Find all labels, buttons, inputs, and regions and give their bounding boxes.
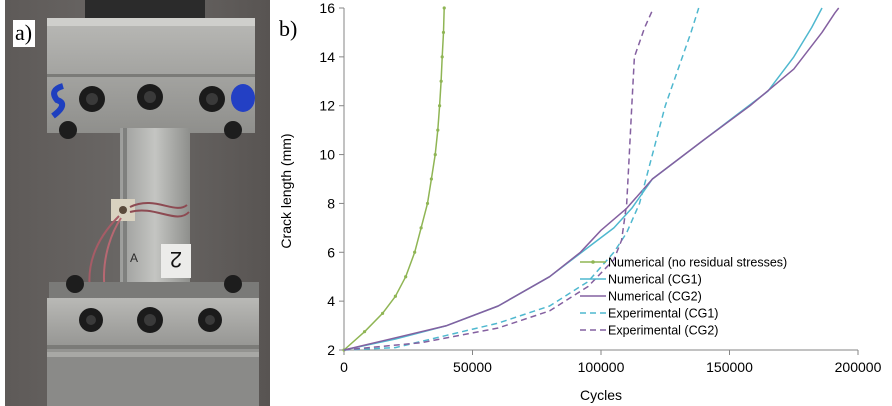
chart-series xyxy=(342,6,840,352)
data-point xyxy=(442,6,446,10)
data-point xyxy=(413,250,417,254)
y-tick-label: 6 xyxy=(327,244,335,260)
data-point xyxy=(436,128,440,132)
specimen-photo: 2 A a) xyxy=(5,0,270,406)
legend-label: Numerical (CG2) xyxy=(608,290,702,304)
specimen-label-card xyxy=(161,244,191,278)
x-axis-label: Cycles xyxy=(580,387,622,403)
specimen-photo-drawing: 2 A xyxy=(5,0,270,406)
y-tick-label: 10 xyxy=(319,147,335,163)
panel-label-b: b) xyxy=(279,16,298,41)
y-tick-label: 16 xyxy=(319,0,335,16)
chart-axes: 2 4 6 8 10 12 14 16 0 50000 100000 150000 200000 xyxy=(319,0,881,375)
arrow-letter: A xyxy=(130,251,138,265)
data-point xyxy=(433,152,437,157)
legend-label: Numerical (no residual stresses) xyxy=(608,256,787,270)
series-line-5 xyxy=(343,10,654,351)
y-tick-label: 14 xyxy=(319,49,335,65)
legend-marker xyxy=(591,260,595,264)
legend-label: Numerical (CG1) xyxy=(608,273,702,287)
data-point xyxy=(419,226,423,230)
y-tick-label: 2 xyxy=(327,342,335,358)
data-point xyxy=(425,201,430,206)
specimen-number: 2 xyxy=(170,247,182,272)
series-line-2 xyxy=(343,7,823,351)
crack-growth-chart: 2 4 6 8 10 12 14 16 0 50000 100000 150000 200000 Num… xyxy=(278,0,882,403)
data-point xyxy=(439,79,443,83)
series-line-4 xyxy=(343,7,700,351)
data-point xyxy=(441,30,446,35)
y-tick-label: 4 xyxy=(327,293,335,309)
blue-mark-left xyxy=(51,83,66,119)
x-tick-label: 150000 xyxy=(706,359,753,375)
series-line-3 xyxy=(343,7,840,351)
blue-mark-right xyxy=(231,84,255,112)
x-tick-label: 100000 xyxy=(578,359,625,375)
legend-label: Experimental (CG2) xyxy=(608,324,718,338)
y-axis-label: Crack length (mm) xyxy=(278,133,294,248)
data-point xyxy=(404,275,408,279)
series-line-1 xyxy=(343,7,445,351)
data-point xyxy=(380,311,385,315)
data-point xyxy=(362,330,367,334)
panel-label-a: a) xyxy=(13,20,36,47)
x-tick-label: 0 xyxy=(340,359,348,375)
x-tick-label: 50000 xyxy=(453,359,492,375)
data-point xyxy=(438,104,442,108)
data-point xyxy=(429,177,433,181)
chart-legend: Numerical (no residual stresses) Numerica… xyxy=(580,256,787,338)
legend-label: Experimental (CG1) xyxy=(608,307,718,321)
y-tick-label: 12 xyxy=(319,98,335,114)
x-tick-label: 200000 xyxy=(835,359,882,375)
data-point xyxy=(393,294,397,298)
y-tick-label: 8 xyxy=(327,195,335,211)
data-point xyxy=(440,55,444,59)
